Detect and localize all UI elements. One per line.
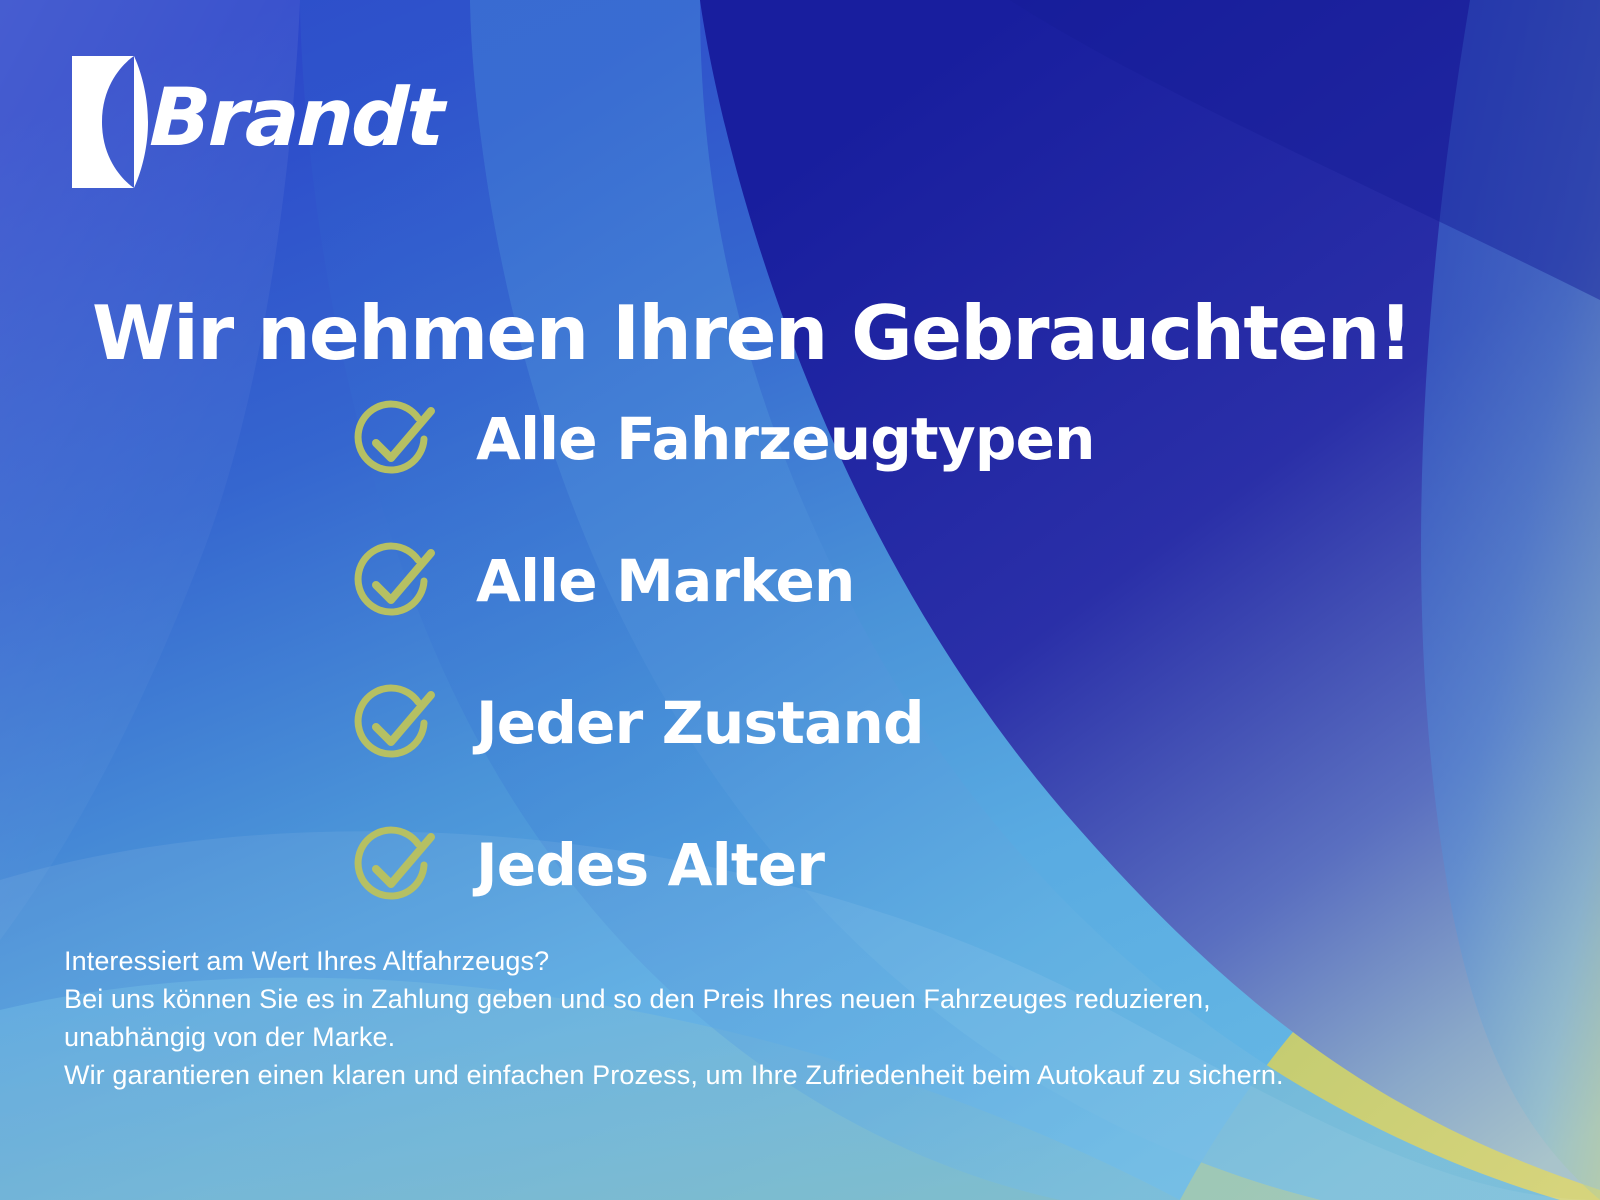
check-circle-icon <box>354 400 435 474</box>
list-item: Alle Marken <box>352 540 1452 626</box>
list-item: Jedes Alter <box>352 824 1452 910</box>
page-title: Wir nehmen Ihren Gebrauchten! <box>92 289 1413 378</box>
footer-line: Wir garantieren einen klaren und einfach… <box>64 1060 1284 1090</box>
check-circle-icon <box>354 542 435 616</box>
check-circle-icon <box>354 684 435 758</box>
list-item-label: Alle Marken <box>476 547 855 615</box>
brand-logo: Brandt <box>72 52 444 192</box>
check-circle-icon <box>354 826 435 900</box>
list-item-label: Jedes Alter <box>476 831 825 899</box>
list-item: Alle Fahrzeugtypen <box>352 398 1452 484</box>
list-item: Jeder Zustand <box>352 682 1452 768</box>
feature-list: Alle Fahrzeugtypen Alle Marken Jeder Zus… <box>352 398 1452 910</box>
brandt-crescent-mark-icon <box>72 56 148 188</box>
list-item-label: Jeder Zustand <box>476 689 925 757</box>
footer-line: unabhängig von der Marke. <box>64 1022 396 1052</box>
footer-description: Interessiert am Wert Ihres Altfahrzeugs?… <box>64 942 1524 1094</box>
list-item-label: Alle Fahrzeugtypen <box>476 405 1095 473</box>
footer-line: Interessiert am Wert Ihres Altfahrzeugs? <box>64 946 550 976</box>
footer-line: Bei uns können Sie es in Zahlung geben u… <box>64 984 1211 1014</box>
brand-name: Brandt <box>148 71 444 164</box>
